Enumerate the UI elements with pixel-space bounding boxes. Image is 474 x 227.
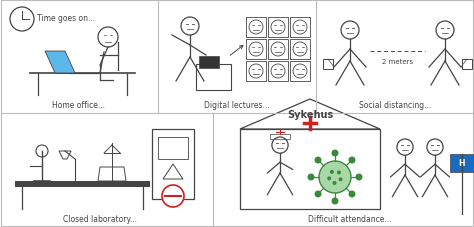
Text: Sykehus: Sykehus bbox=[287, 109, 333, 119]
Bar bbox=[246, 62, 266, 82]
Text: H: H bbox=[459, 159, 465, 168]
Circle shape bbox=[162, 185, 184, 207]
Circle shape bbox=[331, 150, 338, 157]
Bar bbox=[268, 62, 288, 82]
Circle shape bbox=[308, 174, 315, 181]
Polygon shape bbox=[240, 100, 380, 129]
Circle shape bbox=[315, 157, 321, 164]
Text: Digital lectures...: Digital lectures... bbox=[204, 100, 270, 109]
Text: Social distancing...: Social distancing... bbox=[359, 100, 431, 109]
Text: Home office...: Home office... bbox=[53, 100, 106, 109]
Polygon shape bbox=[45, 52, 75, 74]
Bar bbox=[246, 18, 266, 38]
Circle shape bbox=[319, 161, 351, 193]
Bar bbox=[323, 60, 333, 70]
Bar bbox=[462, 60, 472, 70]
Bar bbox=[246, 40, 266, 60]
Circle shape bbox=[331, 198, 338, 205]
Text: 2 meters: 2 meters bbox=[382, 59, 413, 65]
Bar bbox=[268, 18, 288, 38]
Bar bbox=[290, 40, 310, 60]
Bar bbox=[15, 181, 150, 187]
Circle shape bbox=[356, 174, 363, 181]
Bar bbox=[268, 40, 288, 60]
Bar bbox=[290, 62, 310, 82]
Circle shape bbox=[337, 171, 341, 175]
Circle shape bbox=[315, 191, 321, 197]
Bar bbox=[290, 18, 310, 38]
Bar bbox=[450, 154, 474, 172]
Text: Difficult attendance...: Difficult attendance... bbox=[308, 215, 392, 224]
Circle shape bbox=[348, 191, 356, 197]
Circle shape bbox=[338, 178, 343, 182]
Text: Time goes on...: Time goes on... bbox=[37, 13, 95, 22]
Text: Closed laboratory...: Closed laboratory... bbox=[63, 215, 137, 224]
Bar bbox=[158, 137, 188, 159]
Bar bbox=[270, 134, 290, 139]
Circle shape bbox=[327, 177, 331, 180]
Bar bbox=[196, 65, 231, 91]
Bar bbox=[240, 129, 380, 209]
Circle shape bbox=[332, 181, 337, 185]
Circle shape bbox=[348, 157, 356, 164]
Circle shape bbox=[330, 170, 334, 174]
Bar bbox=[199, 57, 219, 69]
Bar bbox=[152, 129, 194, 199]
